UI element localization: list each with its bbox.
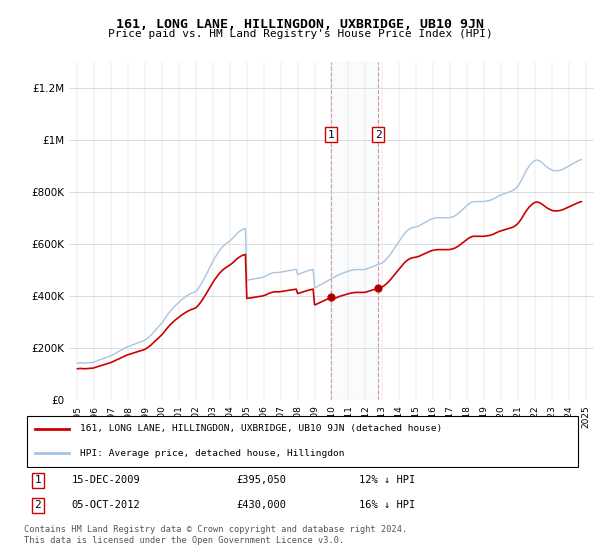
- Text: 161, LONG LANE, HILLINGDON, UXBRIDGE, UB10 9JN: 161, LONG LANE, HILLINGDON, UXBRIDGE, UB…: [116, 18, 484, 31]
- Text: 1: 1: [328, 129, 334, 139]
- Text: 16% ↓ HPI: 16% ↓ HPI: [359, 501, 415, 510]
- Text: 12% ↓ HPI: 12% ↓ HPI: [359, 475, 415, 485]
- Text: Contains HM Land Registry data © Crown copyright and database right 2024.
This d: Contains HM Land Registry data © Crown c…: [24, 525, 407, 545]
- Text: 1: 1: [35, 475, 41, 485]
- Text: 2: 2: [374, 129, 382, 139]
- Text: 2: 2: [35, 501, 41, 510]
- Text: £430,000: £430,000: [236, 501, 286, 510]
- Text: HPI: Average price, detached house, Hillingdon: HPI: Average price, detached house, Hill…: [80, 449, 344, 458]
- Text: 161, LONG LANE, HILLINGDON, UXBRIDGE, UB10 9JN (detached house): 161, LONG LANE, HILLINGDON, UXBRIDGE, UB…: [80, 424, 442, 433]
- Bar: [331, 62, 378, 400]
- FancyBboxPatch shape: [27, 416, 578, 466]
- Text: Price paid vs. HM Land Registry's House Price Index (HPI): Price paid vs. HM Land Registry's House …: [107, 29, 493, 39]
- Text: 15-DEC-2009: 15-DEC-2009: [71, 475, 140, 485]
- Text: £395,050: £395,050: [236, 475, 286, 485]
- Text: 05-OCT-2012: 05-OCT-2012: [71, 501, 140, 510]
